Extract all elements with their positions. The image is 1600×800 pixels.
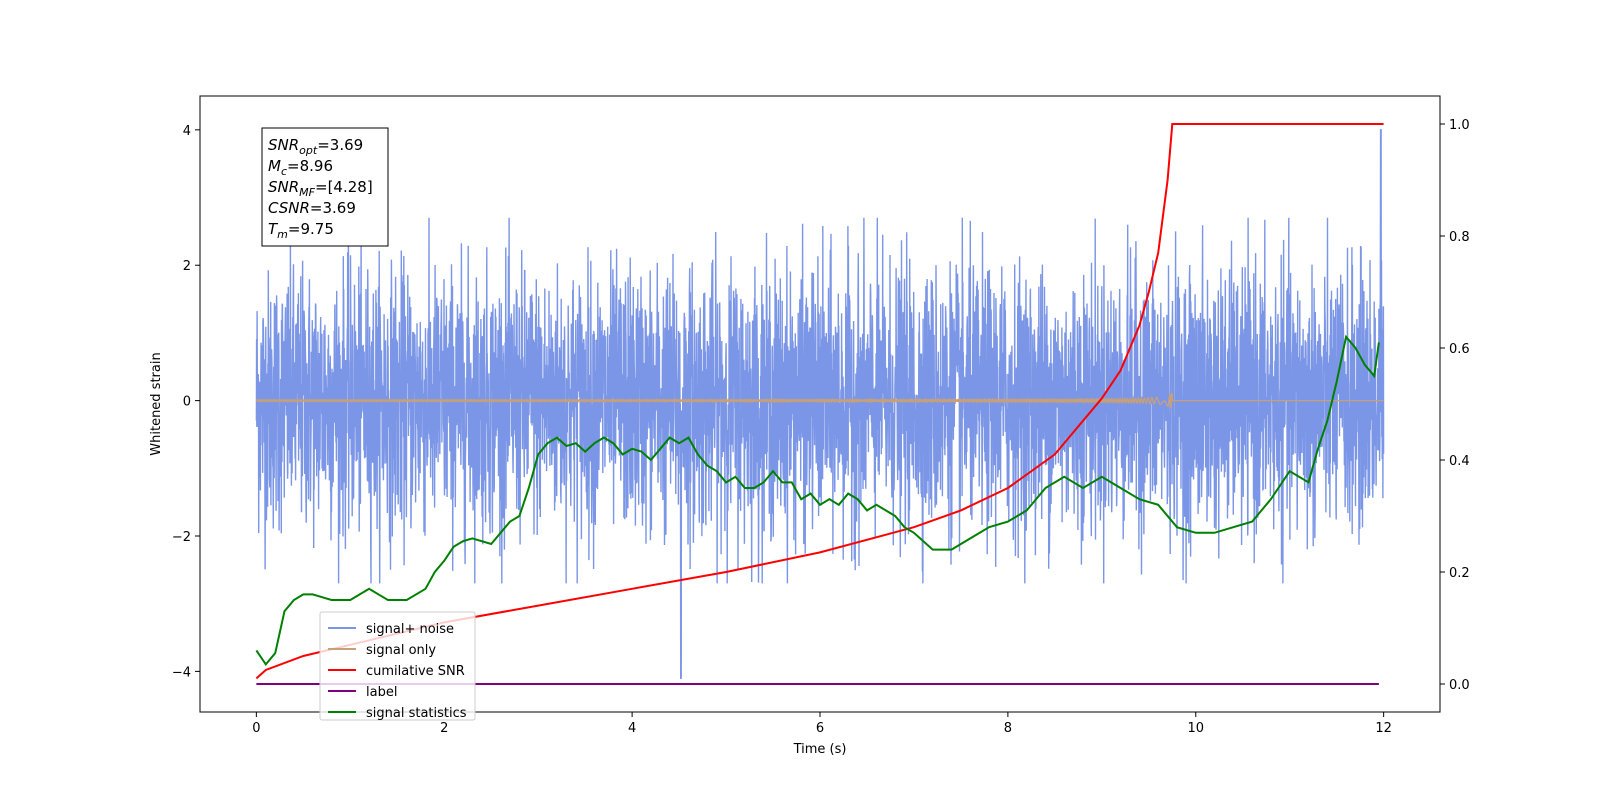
info-box-line: CSNR=3.69: [268, 199, 356, 217]
x-tick-label: 0: [252, 721, 260, 736]
y-right-tick-label: 0.8: [1449, 230, 1470, 245]
series-signal-noise: [255, 129, 1385, 679]
info-base: CSNR: [268, 199, 310, 217]
info-value: =3.69: [317, 136, 363, 154]
info-value: =3.69: [310, 199, 356, 217]
legend-label: signal only: [366, 643, 436, 658]
x-tick-label: 8: [1004, 721, 1012, 736]
info-sub: MF: [299, 186, 315, 199]
x-tick-label: 6: [816, 721, 824, 736]
info-base: T: [268, 220, 279, 238]
y-left-tick-label: −4: [172, 665, 191, 680]
info-value: =9.75: [288, 220, 334, 238]
y-right-tick-label: 0.0: [1449, 678, 1470, 693]
legend-label: signal+ noise: [366, 622, 454, 637]
info-box-line: Mc=8.96: [268, 157, 333, 178]
series-signal-statistics: [255, 334, 1380, 667]
x-tick-label: 2: [440, 721, 448, 736]
y-right-tick-label: 1.0: [1449, 118, 1470, 133]
y-left-axis-label: Whitened strain: [149, 352, 164, 455]
y-right-tick-label: 0.6: [1449, 342, 1470, 357]
info-box-line: Tm=9.75: [268, 220, 334, 241]
info-base: M: [268, 157, 281, 175]
y-left-tick-label: 0: [183, 395, 191, 410]
x-axis-label: Time (s): [793, 742, 847, 757]
info-value: =8.96: [287, 157, 333, 175]
y-right-tick-label: 0.4: [1449, 454, 1470, 469]
x-tick-label: 4: [628, 721, 636, 736]
y-right-axis-ticks: 0.0 0.2 0.4 0.6 0.8 1.0: [1440, 118, 1470, 693]
legend-label: cumilative SNR: [366, 664, 465, 679]
info-sub: m: [277, 228, 288, 241]
info-sub: c: [281, 165, 287, 178]
info-base: SNR: [268, 136, 299, 154]
y-left-axis-ticks: −4 −2 0 2 4: [172, 124, 200, 680]
x-tick-label: 12: [1375, 721, 1392, 736]
info-value: =[4.28]: [315, 178, 373, 196]
legend-label: label: [366, 685, 397, 700]
info-box-line: SNRopt=3.69: [268, 136, 363, 157]
y-right-tick-label: 0.2: [1449, 566, 1470, 581]
y-left-tick-label: 2: [183, 259, 191, 274]
y-left-tick-label: −2: [172, 530, 191, 545]
info-box-frame: [261, 127, 389, 247]
info-box: SNRopt=3.69Mc=8.96SNRMF=[4.28]CSNR=3.69T…: [261, 127, 389, 247]
legend: signal+ noise signal only cumilative SNR la…: [319, 611, 476, 721]
info-sub: opt: [299, 144, 318, 157]
x-tick-label: 10: [1187, 721, 1204, 736]
info-base: SNR: [268, 178, 299, 196]
y-left-tick-label: 4: [183, 124, 191, 139]
legend-frame: [319, 611, 476, 721]
series-signal-only: [255, 392, 1384, 409]
info-box-line: SNRMF=[4.28]: [268, 178, 373, 199]
legend-label: signal statistics: [366, 706, 467, 721]
